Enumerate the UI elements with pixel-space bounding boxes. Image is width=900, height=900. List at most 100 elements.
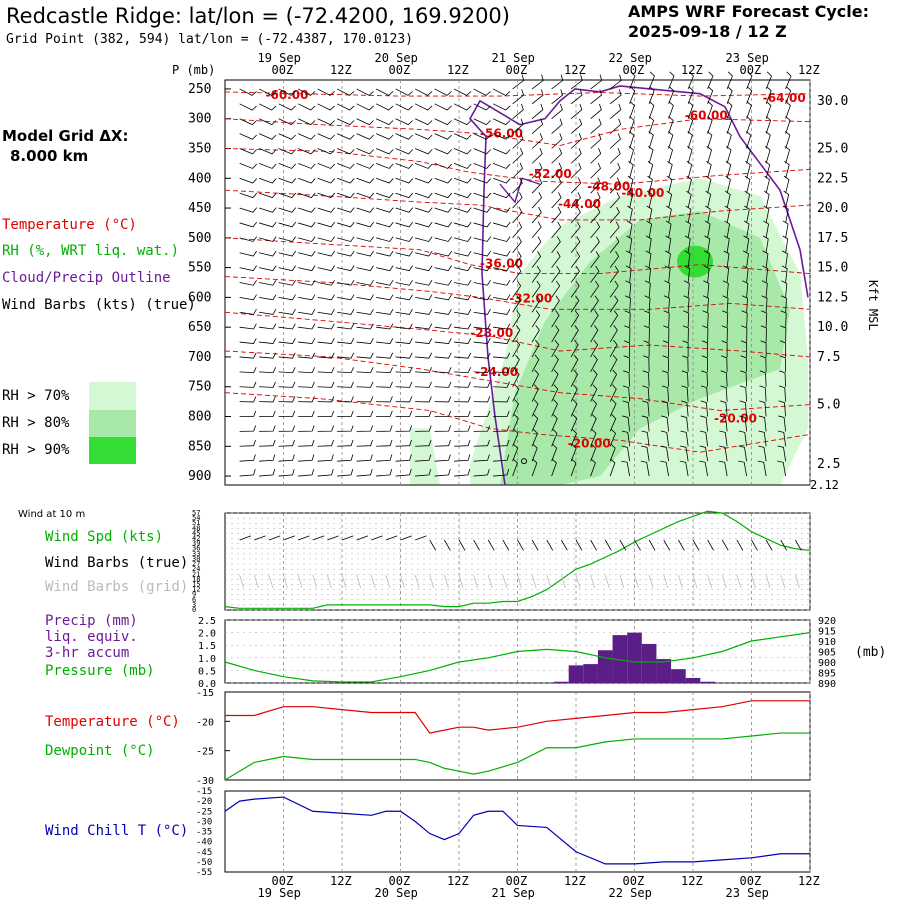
wind-barb <box>473 207 492 213</box>
wind-barb <box>570 325 579 343</box>
wind-barb <box>726 71 733 90</box>
wind-barb <box>259 279 277 286</box>
wind-barb <box>609 251 620 268</box>
wind-barb <box>629 101 635 119</box>
wind-barb <box>434 192 453 199</box>
wind-barb <box>621 445 631 462</box>
wind-barb <box>493 207 511 213</box>
temperature-label: -60.00 <box>266 88 309 102</box>
wind-barb <box>434 207 453 213</box>
surface-wind-barb-grid <box>721 574 727 589</box>
wind-barb <box>434 425 452 432</box>
pressure-tick-label: 300 <box>188 112 211 127</box>
top-date-label: 20 Sep <box>375 51 418 65</box>
wind-barb <box>512 428 519 447</box>
wind-barb <box>570 458 577 477</box>
wind-barb <box>454 381 471 388</box>
wind-barb <box>395 323 413 330</box>
wind-barb <box>259 221 277 228</box>
wind-barb <box>703 265 710 283</box>
legend-dewpoint: Dewpoint (°C) <box>45 743 155 759</box>
wind-barb <box>765 101 772 119</box>
wind-barb <box>661 400 670 417</box>
wind-barb <box>434 265 452 272</box>
precip-tick-label: 1.0 <box>198 654 216 665</box>
pressure-tick-label: 500 <box>188 231 211 246</box>
wind-barb <box>239 279 257 286</box>
temperature-label: -20.00 <box>568 436 611 450</box>
wind-barb <box>531 339 540 358</box>
surface-wind-barb <box>795 539 802 551</box>
wind-barb <box>337 367 354 374</box>
wind-barb <box>473 103 491 111</box>
wind-tick-label: 33 <box>192 550 200 558</box>
wind-barb <box>681 400 689 417</box>
wind-barb <box>336 192 355 199</box>
wind-barb <box>376 381 393 388</box>
wind-barb <box>740 370 748 387</box>
wind-barb <box>621 460 631 477</box>
wind-barb <box>679 460 689 477</box>
wind-barb <box>746 116 752 134</box>
wind-barb <box>317 265 335 272</box>
wind-barb <box>704 235 711 253</box>
wind-barb <box>512 251 522 268</box>
wind-barb <box>719 415 728 432</box>
wind-barb <box>356 439 373 447</box>
wind-barb <box>707 116 713 134</box>
precip-bar <box>597 650 613 683</box>
wind-barb <box>622 400 631 417</box>
wind-barb <box>395 148 413 155</box>
wind-barb <box>415 294 433 301</box>
legend-wind-chill: Wind Chill T (°C) <box>45 823 189 839</box>
wind-barb <box>781 250 788 268</box>
wind-barb <box>531 118 544 134</box>
wind-barb <box>531 295 541 313</box>
wind-barb <box>376 425 393 432</box>
windchill-tick-label: -30 <box>196 817 212 827</box>
bottom-date-label: 20 Sep <box>375 886 418 900</box>
wind-barb <box>707 71 714 90</box>
pressure-right-tick-label: 905 <box>818 648 836 659</box>
wind-barb <box>337 323 355 330</box>
wind-barb <box>239 439 256 447</box>
wind-barb <box>590 251 600 268</box>
wind-barb <box>763 205 770 224</box>
wind-barb <box>551 89 564 105</box>
surface-wind-barb-grid <box>400 574 405 589</box>
wind-barb <box>531 265 541 283</box>
wind-tick-label: 39 <box>192 540 200 548</box>
wind-barb <box>722 295 729 313</box>
wind-barb <box>297 148 316 155</box>
wind-barb <box>298 468 315 477</box>
top-time-label: 00Z <box>389 63 411 77</box>
legend-rh: RH (%, WRT liq. wat.) <box>2 243 180 259</box>
wind-barb <box>551 118 563 134</box>
wind-barb <box>512 443 519 462</box>
wind-barb <box>648 86 655 104</box>
wind-barb <box>493 425 510 432</box>
wind-barb <box>609 325 618 343</box>
wind-barb <box>297 103 316 111</box>
surface-wind-barb <box>780 539 788 551</box>
wind-barb <box>624 325 631 343</box>
wind-barb <box>239 192 258 199</box>
wind-tick-label: 57 <box>192 509 200 517</box>
wind-barb <box>742 280 749 298</box>
wind-barb <box>666 175 673 194</box>
wind-barb <box>785 116 791 134</box>
surface-wind-barb-grid <box>575 574 581 589</box>
wind-barb <box>570 192 582 209</box>
wind-barb <box>375 192 394 199</box>
wind-barb <box>745 145 752 164</box>
pressure-tick-label: 400 <box>188 171 211 186</box>
wind-barb <box>641 415 650 432</box>
wind-barb <box>785 86 792 104</box>
wind-barb <box>512 148 524 164</box>
wind-barb <box>239 88 257 96</box>
wind-barb <box>395 265 413 272</box>
wind-barb <box>434 468 451 477</box>
wind-barb <box>415 236 433 242</box>
wind-barb <box>434 133 452 140</box>
wind-barb <box>644 310 651 328</box>
